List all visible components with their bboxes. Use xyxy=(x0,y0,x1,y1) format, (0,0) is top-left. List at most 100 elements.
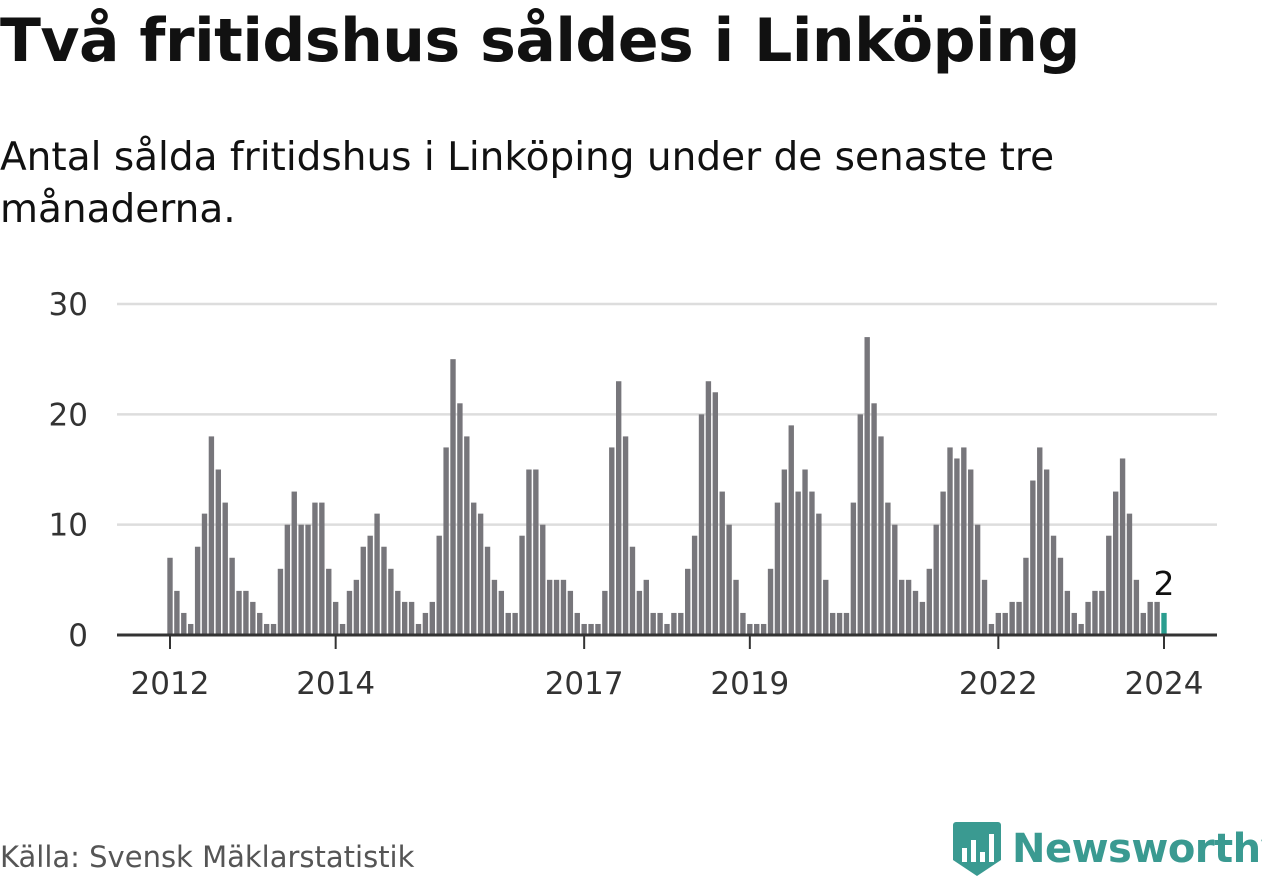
source-note: Källa: Svensk Mäklarstatistik xyxy=(0,840,415,874)
bar xyxy=(974,524,981,635)
bar xyxy=(250,601,256,635)
bar xyxy=(823,579,829,635)
bar xyxy=(1023,557,1029,635)
bar xyxy=(581,623,587,635)
bar xyxy=(781,469,788,635)
bar xyxy=(905,579,912,635)
bar xyxy=(740,612,746,635)
bar xyxy=(919,601,926,635)
bar xyxy=(802,469,808,635)
bar xyxy=(332,601,339,635)
bar xyxy=(933,524,939,635)
bar xyxy=(167,557,173,635)
bar xyxy=(1002,612,1008,635)
y-tick-label: 10 xyxy=(49,508,88,544)
gridlines: 0 10 20 30 xyxy=(49,287,1217,654)
chart-subtitle: Antal sålda fritidshus i Linköping under… xyxy=(0,135,1055,232)
bar xyxy=(602,590,608,635)
bar xyxy=(505,612,511,635)
bar xyxy=(477,513,484,635)
bar xyxy=(436,535,442,635)
bar xyxy=(395,590,401,635)
bar xyxy=(912,590,919,635)
bar xyxy=(491,579,498,635)
bar xyxy=(408,601,415,635)
bar xyxy=(574,612,580,635)
bar xyxy=(298,524,304,635)
bar xyxy=(464,436,470,635)
bar xyxy=(588,623,594,635)
bar xyxy=(174,590,180,635)
bar xyxy=(1009,601,1015,635)
bar xyxy=(291,491,297,635)
bar xyxy=(899,579,905,635)
y-tick-label: 0 xyxy=(68,618,88,654)
y-tick-label: 30 xyxy=(49,287,88,323)
bar xyxy=(443,447,449,635)
bar xyxy=(277,568,284,635)
bars xyxy=(167,337,1167,635)
bar xyxy=(1037,447,1043,635)
bar xyxy=(319,502,325,635)
bar xyxy=(892,524,898,635)
bar xyxy=(229,557,235,635)
bar xyxy=(540,524,546,635)
bar xyxy=(1085,601,1091,635)
bar xyxy=(243,590,249,635)
bar xyxy=(188,623,194,635)
bar xyxy=(498,590,505,635)
bar xyxy=(1078,623,1084,635)
bar xyxy=(360,546,366,635)
bar xyxy=(533,469,539,635)
bar xyxy=(374,513,380,635)
bar xyxy=(719,491,725,635)
bar xyxy=(795,491,801,635)
bar xyxy=(733,579,739,635)
x-tick-label: 2012 xyxy=(131,666,210,702)
bar xyxy=(1016,601,1022,635)
bar xyxy=(622,436,629,635)
bar xyxy=(429,601,435,635)
bar xyxy=(788,425,794,635)
bar xyxy=(1147,601,1153,635)
bar xyxy=(678,612,684,635)
bar xyxy=(1126,513,1133,635)
bar xyxy=(636,590,643,635)
bar xyxy=(643,579,649,635)
bar xyxy=(747,623,753,635)
highlight-value-label: 2 xyxy=(1154,564,1175,603)
bar xyxy=(850,502,857,635)
bar xyxy=(650,612,656,635)
bar xyxy=(995,612,1002,635)
bar xyxy=(809,491,815,635)
bar xyxy=(843,612,850,635)
bar xyxy=(954,458,960,635)
bar xyxy=(657,612,663,635)
bar xyxy=(305,524,311,635)
bar xyxy=(981,579,988,635)
x-tick-label: 2014 xyxy=(296,666,375,702)
bar xyxy=(629,546,636,635)
bar xyxy=(346,590,353,635)
bar xyxy=(968,469,974,635)
bar xyxy=(312,502,318,635)
bar xyxy=(181,612,187,635)
bar xyxy=(774,502,781,635)
bar xyxy=(1133,579,1140,635)
bar xyxy=(857,414,863,635)
bar xyxy=(519,535,525,635)
bar xyxy=(1119,458,1126,635)
bar xyxy=(767,568,774,635)
bar xyxy=(685,568,691,635)
bar xyxy=(236,590,242,635)
bar xyxy=(1154,601,1160,635)
bar xyxy=(871,403,877,635)
bar xyxy=(615,381,622,635)
bar xyxy=(270,623,277,635)
bar xyxy=(1030,480,1036,635)
bar xyxy=(353,579,360,635)
bar xyxy=(691,535,698,635)
bar xyxy=(940,491,946,635)
bar xyxy=(664,623,670,635)
